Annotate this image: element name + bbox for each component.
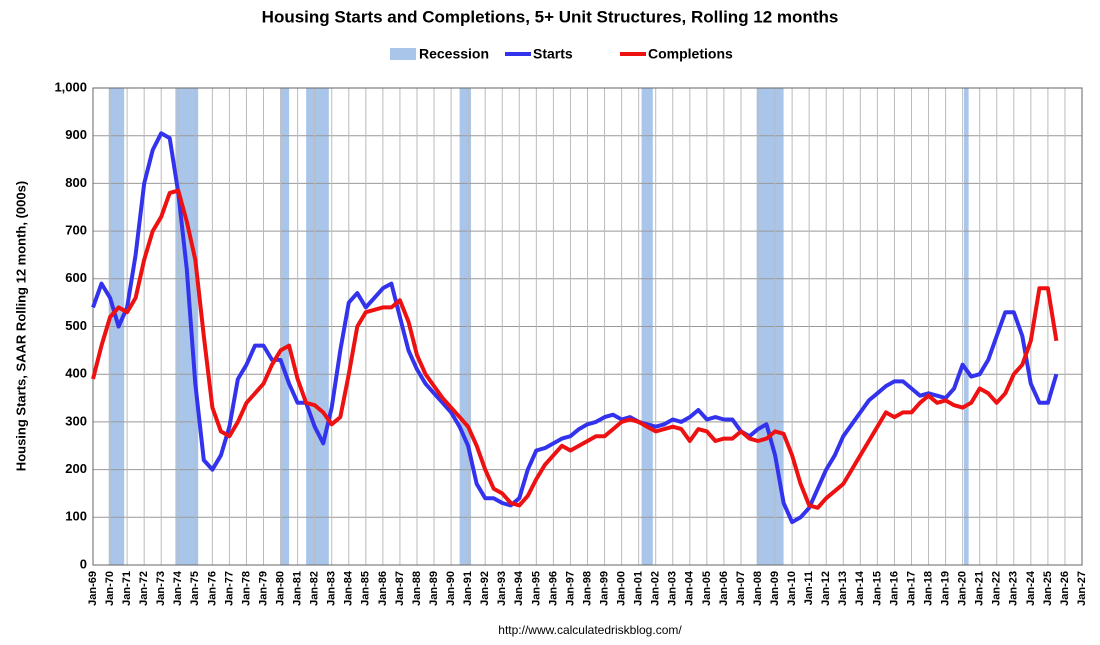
- x-tick-label: Jan-15: [871, 571, 883, 606]
- y-axis-label: Housing Starts, SAAR Rolling 12 month, (…: [13, 181, 28, 471]
- x-tick-label: Jan-14: [854, 570, 866, 606]
- x-tick-label: Jan-74: [172, 570, 184, 606]
- chart-title: Housing Starts and Completions, 5+ Unit …: [262, 7, 839, 26]
- y-tick-label: 500: [65, 318, 87, 333]
- y-tick-label: 600: [65, 270, 87, 285]
- legend-label: Recession: [419, 46, 489, 62]
- x-tick-label: Jan-84: [343, 570, 355, 606]
- x-tick-label: Jan-73: [155, 571, 167, 606]
- x-tick-label: Jan-18: [922, 571, 934, 606]
- y-tick-label: 800: [65, 175, 87, 190]
- y-tick-label: 900: [65, 127, 87, 142]
- x-tick-label: Jan-02: [650, 571, 662, 606]
- x-tick-label: Jan-92: [479, 571, 491, 606]
- x-tick-label: Jan-03: [667, 571, 679, 606]
- source: http://www.calculatedriskblog.com/: [498, 623, 682, 637]
- y-tick-label: 300: [65, 413, 87, 428]
- x-tick-label: Jan-06: [718, 571, 730, 606]
- x-tick-label: Jan-09: [769, 571, 781, 606]
- x-tick-label: Jan-12: [820, 571, 832, 606]
- x-tick-label: Jan-08: [752, 571, 764, 606]
- x-tick-label: Jan-25: [1042, 571, 1054, 606]
- x-tick-label: Jan-22: [991, 571, 1003, 606]
- x-tick-label: Jan-78: [240, 571, 252, 606]
- legend-swatch: [390, 48, 416, 60]
- series-line: [91, 188, 1059, 510]
- x-tick-label: Jan-95: [530, 571, 542, 606]
- x-tick-label: Jan-26: [1059, 571, 1071, 606]
- x-tick-label: Jan-00: [616, 571, 628, 606]
- x-tick-label: Jan-83: [326, 571, 338, 606]
- x-tick-label: Jan-80: [274, 571, 286, 606]
- x-tick-label: Jan-88: [411, 571, 423, 606]
- legend-label: Starts: [533, 46, 573, 62]
- x-tick-label: Jan-16: [888, 571, 900, 606]
- x-tick-label: Jan-70: [104, 571, 116, 606]
- y-tick-label: 100: [65, 509, 87, 524]
- x-tick-label: Jan-24: [1025, 570, 1037, 606]
- x-tick-label: Jan-81: [292, 571, 304, 606]
- y-tick-label: 400: [65, 366, 87, 381]
- y-tick-label: 700: [65, 223, 87, 238]
- x-tick-label: Jan-17: [905, 571, 917, 606]
- y-tick-label: 0: [80, 556, 87, 571]
- x-tick-label: Jan-05: [701, 571, 713, 606]
- x-tick-label: Jan-72: [138, 571, 150, 606]
- x-tick-label: Jan-97: [564, 571, 576, 606]
- x-tick-label: Jan-98: [581, 571, 593, 606]
- x-tick-label: Jan-91: [462, 571, 474, 606]
- x-tick-label: Jan-85: [360, 571, 372, 606]
- x-tick-label: Jan-20: [957, 571, 969, 606]
- x-tick-label: Jan-13: [837, 571, 849, 606]
- x-tick-label: Jan-19: [939, 571, 951, 606]
- y-tick-label: 200: [65, 461, 87, 476]
- x-tick-label: Jan-89: [428, 571, 440, 606]
- x-tick-label: Jan-71: [121, 571, 133, 606]
- x-tick-label: Jan-11: [803, 571, 815, 605]
- x-tick-label: Jan-79: [257, 571, 269, 606]
- x-tick-label: Jan-01: [633, 571, 645, 606]
- x-tick-label: Jan-93: [496, 571, 508, 606]
- x-tick-label: Jan-94: [513, 570, 525, 606]
- x-tick-label: Jan-69: [87, 571, 99, 606]
- x-tick-label: Jan-76: [206, 571, 218, 606]
- x-tick-label: Jan-10: [786, 571, 798, 606]
- x-tick-label: Jan-23: [1008, 571, 1020, 606]
- legend-label: Completions: [648, 46, 733, 62]
- series-line: [91, 131, 1059, 525]
- x-tick-label: Jan-82: [309, 571, 321, 606]
- x-tick-label: Jan-86: [377, 571, 389, 606]
- plot-border: [92, 87, 1083, 566]
- x-tick-label: Jan-04: [684, 570, 696, 606]
- x-tick-label: Jan-90: [445, 571, 457, 606]
- x-tick-label: Jan-27: [1076, 571, 1088, 606]
- x-tick-label: Jan-77: [223, 571, 235, 606]
- x-tick-label: Jan-87: [394, 571, 406, 606]
- x-tick-label: Jan-99: [598, 571, 610, 606]
- x-tick-label: Jan-96: [547, 571, 559, 606]
- x-tick-label: Jan-21: [974, 571, 986, 606]
- y-tick-label: 1,000: [54, 79, 87, 94]
- x-tick-label: Jan-75: [189, 571, 201, 606]
- x-tick-label: Jan-07: [735, 571, 747, 606]
